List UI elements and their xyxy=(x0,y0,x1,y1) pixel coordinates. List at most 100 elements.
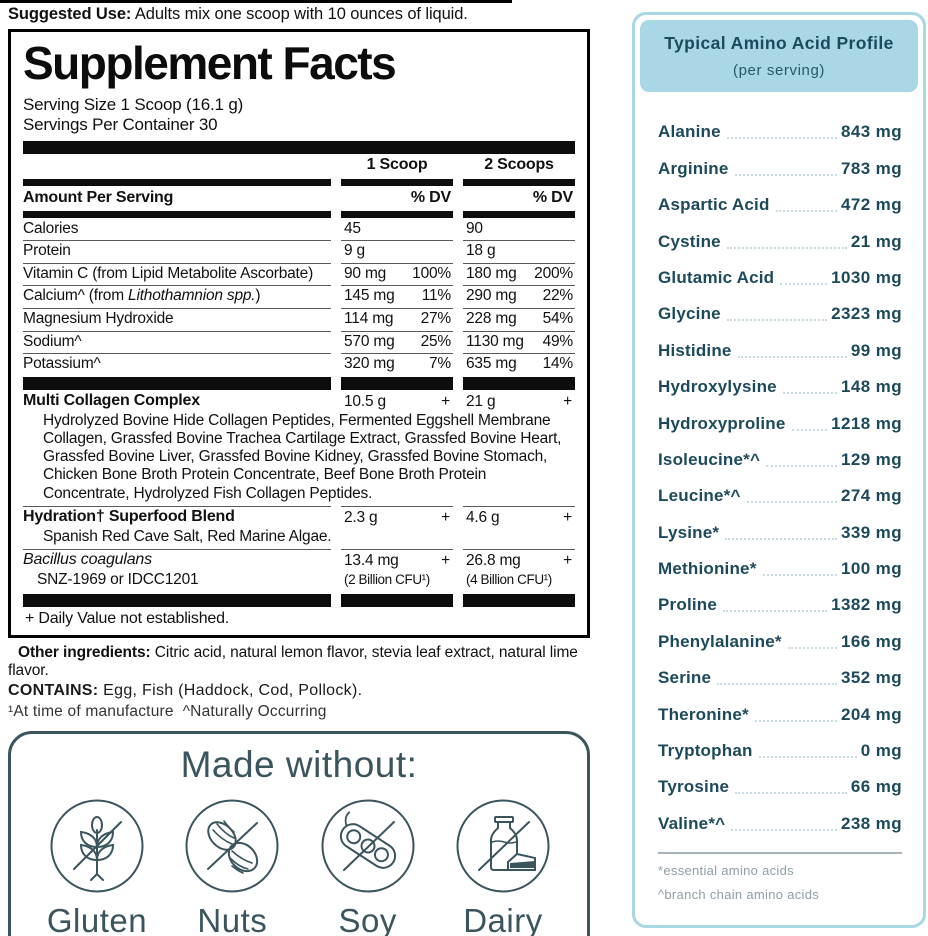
amino-row: Aspartic Acid 472 mg xyxy=(658,195,902,215)
amino-footnote-bcaa: ^branch chain amino acids xyxy=(658,886,820,902)
made-without-item-dairy: Dairy xyxy=(443,796,563,936)
multi-collagen-ingredients: Hydrolyzed Bovine Hide Collagen Peptides… xyxy=(43,412,562,502)
dotted-leader xyxy=(746,501,837,504)
amino-row: Histidine 99 mg xyxy=(658,340,902,360)
divider-bar xyxy=(463,178,575,186)
amino-row: Serine 352 mg xyxy=(658,668,902,688)
top-divider xyxy=(0,0,512,3)
amino-row: Arginine 783 mg xyxy=(658,158,902,178)
made-without-item-gluten: Gluten xyxy=(37,796,157,936)
no-dairy-icon xyxy=(456,799,550,893)
bacillus-name: Bacillus coagulans xyxy=(23,551,152,569)
nutrient-row-magnesium: Magnesium Hydroxide 114 mg 27% 228 mg 54% xyxy=(23,307,575,327)
amino-row: Alanine 843 mg xyxy=(658,122,902,142)
divider-bar xyxy=(463,593,575,607)
divider-bar xyxy=(23,593,331,607)
made-without-icons: Gluten Nuts xyxy=(11,786,587,936)
divider-bar xyxy=(23,178,331,186)
bacillus-strain: SNZ-1969 or IDCC1201 xyxy=(37,571,199,589)
bacillus-row: Bacillus coagulans SNZ-1969 or IDCC1201 … xyxy=(23,548,575,592)
column-header-2-scoops: 2 Scoops xyxy=(484,155,554,173)
amino-row: Hydroxylysine 148 mg xyxy=(658,377,902,397)
supplement-facts-panel: Supplement Facts Serving Size 1 Scoop (1… xyxy=(8,29,590,638)
dotted-leader xyxy=(723,610,828,613)
made-without-item-soy: Soy xyxy=(308,796,428,936)
scoop-header-row: 1 Scoop 2 Scoops xyxy=(23,155,575,177)
amino-row: Cystine 21 mg xyxy=(658,231,902,251)
dotted-leader xyxy=(734,173,837,176)
made-without-item-nuts: Nuts xyxy=(172,796,292,936)
made-without-title: Made without: xyxy=(180,743,418,785)
amino-row: Methionine* 100 mg xyxy=(658,559,902,579)
divider-bar xyxy=(341,593,453,607)
supplement-facts-title: Supplement Facts xyxy=(23,37,397,89)
nutrient-row-protein: Protein 9 g 18 g xyxy=(23,239,575,262)
dotted-leader xyxy=(717,683,837,686)
nutrient-row-calcium: Calcium^ (from Lithothamnion spp.) 145 m… xyxy=(23,285,575,305)
divider-bar xyxy=(23,140,575,154)
dotted-leader xyxy=(725,537,837,540)
amino-row: Valine*^ 238 mg xyxy=(658,813,902,833)
dv-header-1: % DV xyxy=(410,188,451,206)
dotted-leader xyxy=(766,464,837,467)
divider-bar xyxy=(23,376,331,390)
nutrient-row-calories: Calories 45 90 xyxy=(23,219,483,237)
amino-row: Theronine* 204 mg xyxy=(658,704,902,724)
amino-row: Tryptophan 0 mg xyxy=(658,741,902,761)
dv-header-2: % DV xyxy=(532,188,573,206)
divider-bar xyxy=(463,376,575,390)
multi-collagen-row: Multi Collagen Complex 10.5 g + 21 g + xyxy=(23,391,572,410)
manufacture-note: ¹At time of manufacture ^Naturally Occur… xyxy=(8,702,327,720)
amino-acid-panel: Typical Amino Acid Profile (per serving)… xyxy=(632,12,926,928)
divider-bar xyxy=(23,210,331,218)
dotted-leader xyxy=(735,792,847,795)
servings-per-container: Servings Per Container 30 xyxy=(23,115,218,135)
nutrient-row-potassium: Potassium^ 320 mg 7% 635 mg 14% xyxy=(23,353,575,373)
amount-per-serving-row: Amount Per Serving % DV % DV xyxy=(23,186,575,209)
dotted-leader xyxy=(731,828,837,831)
suggested-use-line: Suggested Use: Adults mix one scoop with… xyxy=(8,5,590,24)
amino-row: Tyrosine 66 mg xyxy=(658,777,902,797)
cfu-note-2: (4 Billion CFU¹) xyxy=(466,571,552,587)
amino-row: Glycine 2323 mg xyxy=(658,304,902,324)
amino-row: Isoleucine*^ 129 mg xyxy=(658,449,902,469)
left-column: Suggested Use: Adults mix one scoop with… xyxy=(8,0,590,936)
amino-row: Proline 1382 mg xyxy=(658,595,902,615)
dotted-leader xyxy=(754,719,837,722)
column-header-1-scoop: 1 Scoop xyxy=(366,155,428,173)
dotted-leader xyxy=(762,574,837,577)
no-soy-icon xyxy=(321,799,415,893)
divider-bar xyxy=(463,210,575,218)
hydration-blend-name: Hydration† Superfood Blend xyxy=(23,506,331,527)
dotted-leader xyxy=(787,646,837,649)
hydration-blend-ingredients: Spanish Red Cave Salt, Red Marine Algae. xyxy=(43,528,332,546)
suggested-use-text: Adults mix one scoop with 10 ounces of l… xyxy=(131,5,468,23)
made-without-panel: Made without: Gluten xyxy=(8,730,590,936)
dotted-leader xyxy=(775,210,837,213)
dotted-leader xyxy=(758,756,857,759)
cfu-note-1: (2 Billion CFU¹) xyxy=(344,571,430,587)
amino-row: Hydroxyproline 1218 mg xyxy=(658,413,902,433)
amino-row: Phenylalanine* 166 mg xyxy=(658,631,902,651)
suggested-use-label: Suggested Use: xyxy=(8,5,132,23)
divider-bar-row xyxy=(23,210,575,218)
divider-bar xyxy=(341,178,453,186)
no-nuts-icon xyxy=(185,799,279,893)
amount-per-serving-label: Amount Per Serving xyxy=(23,188,174,206)
daily-value-note: + Daily Value not established. xyxy=(25,609,230,627)
divider-bar xyxy=(341,376,453,390)
dotted-leader xyxy=(791,428,828,431)
no-gluten-icon xyxy=(50,799,144,893)
amino-row: Glutamic Acid 1030 mg xyxy=(658,267,902,287)
amino-panel-subtitle: (per serving) xyxy=(733,62,825,79)
other-ingredients: Other ingredients: Citric acid, natural … xyxy=(8,643,578,679)
dotted-leader xyxy=(782,392,837,395)
hydration-blend-row: Hydration† Superfood Blend 2.3 g + 4.6 g + xyxy=(23,505,575,528)
dotted-leader xyxy=(726,137,837,140)
divider-bar-row xyxy=(23,178,575,186)
dotted-leader xyxy=(726,246,847,249)
divider-bar xyxy=(341,210,453,218)
serving-size: Serving Size 1 Scoop (16.1 g) xyxy=(23,94,244,114)
footnote-divider xyxy=(658,851,902,854)
